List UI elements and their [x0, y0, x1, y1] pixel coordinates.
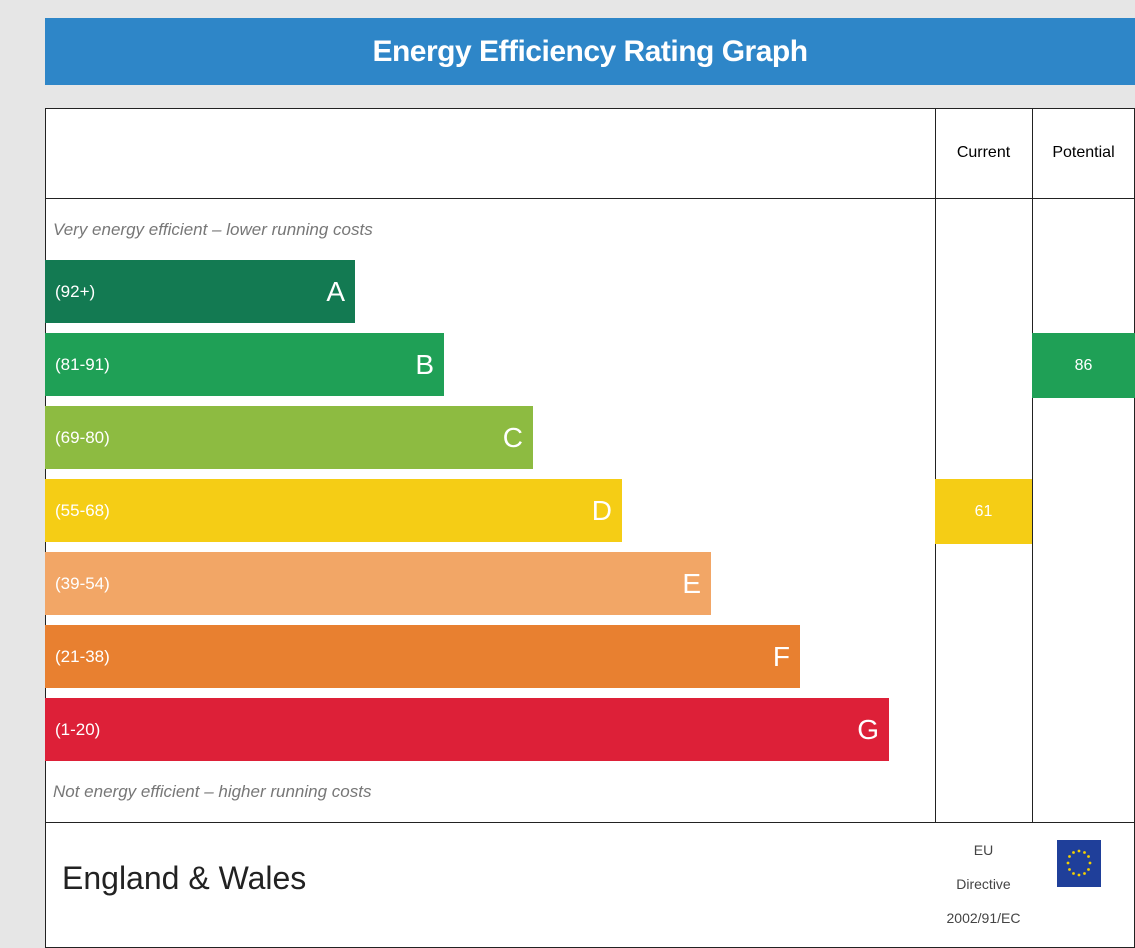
- title-bar: Energy Efficiency Rating Graph: [45, 18, 1135, 85]
- directive-line: EU: [973, 842, 994, 858]
- potential-rating: 86: [1032, 333, 1135, 398]
- band-range: (39-54): [55, 573, 110, 593]
- band: (81-91) B: [45, 333, 444, 396]
- divider: [1032, 108, 1033, 822]
- eu-flag: [1057, 840, 1101, 887]
- column-header: Current: [956, 144, 1011, 161]
- band-range: (92+): [55, 281, 96, 301]
- band-range: (55-68): [55, 500, 110, 520]
- directive-line: Directive: [956, 876, 1011, 892]
- divider: [935, 108, 936, 822]
- top-note: Very energy efficient – lower running co…: [53, 220, 373, 239]
- bottom-note: Not energy efficient – higher running co…: [53, 782, 372, 801]
- region: England & Wales: [62, 860, 307, 896]
- band-letter: E: [682, 567, 701, 599]
- current-rating: 61: [935, 479, 1032, 544]
- band-range: (1-20): [55, 719, 101, 739]
- band-range: (69-80): [55, 427, 110, 447]
- band: (39-54) E: [45, 552, 711, 615]
- column-header: Potential: [1052, 144, 1115, 161]
- band: (21-38) F: [45, 625, 800, 688]
- band: (92+) A: [45, 260, 355, 323]
- band-letter: G: [857, 713, 879, 745]
- band: (55-68) D: [45, 479, 622, 542]
- directive-line: 2002/91/EC: [946, 910, 1021, 926]
- band: (69-80) C: [45, 406, 533, 469]
- band-range: (21-38): [55, 646, 110, 666]
- divider: [45, 198, 1135, 199]
- band-letter: F: [772, 640, 790, 672]
- band: (1-20) G: [45, 698, 889, 761]
- band-range: (81-91): [55, 354, 110, 374]
- band-letter: C: [502, 421, 523, 453]
- band-letter: D: [591, 494, 612, 526]
- divider: [45, 822, 1135, 823]
- title: Energy Efficiency Rating Graph: [372, 34, 808, 68]
- band-letter: A: [326, 275, 345, 307]
- band-letter: B: [415, 348, 434, 380]
